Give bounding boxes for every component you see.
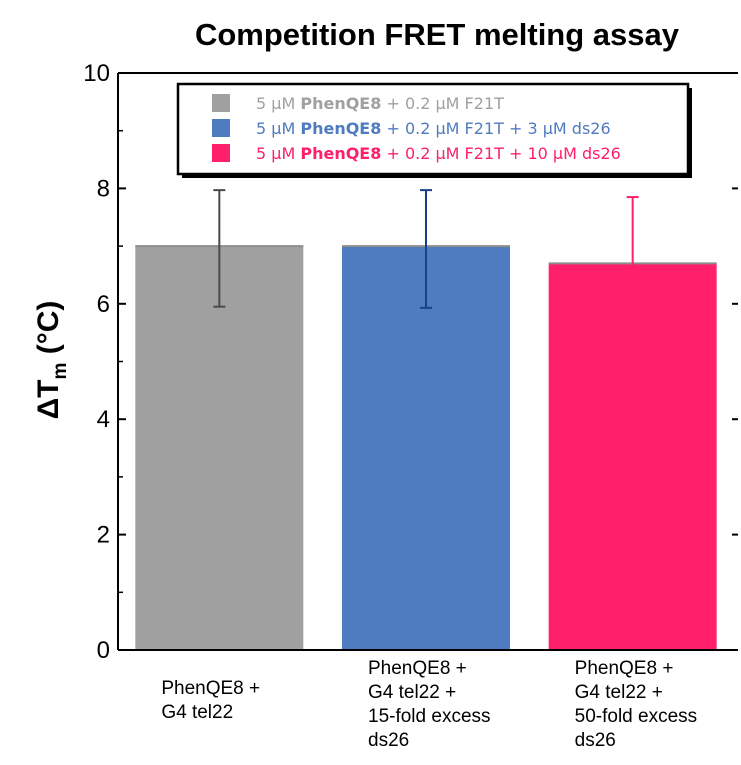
y-tick-label: 4	[97, 406, 110, 433]
legend: 5 μM PhenQE8 + 0.2 μM F21T 5 μM PhenQE8 +…	[176, 82, 692, 178]
bar	[135, 246, 304, 650]
legend-entry: 5 μM PhenQE8 + 0.2 μM F21T + 10 μM ds26	[256, 144, 621, 163]
legend-swatch	[212, 94, 230, 112]
x-tick-label: PhenQE8 + G4 tel22 +15-fold excess ds26	[368, 658, 491, 751]
y-tick-label: 2	[97, 522, 110, 549]
legend-swatch	[212, 119, 230, 137]
y-tick-label: 0	[97, 637, 110, 664]
y-tick-label: 10	[83, 60, 110, 87]
y-axis-label-subscript: m	[50, 363, 71, 380]
legend-entry: 5 μM PhenQE8 + 0.2 μM F21T + 3 μM ds26	[256, 119, 611, 138]
legend-swatch	[212, 144, 230, 162]
legend-entry: 5 μM PhenQE8 + 0.2 μM F21T	[256, 94, 504, 113]
y-tick-label: 8	[97, 175, 110, 202]
x-tick-label: PhenQE8 + G4 tel22	[161, 678, 260, 723]
chart-title: Competition FRET melting assay	[195, 17, 680, 52]
plot-area: 0 2 4 6 8 10 PhenQE8 + G4 tel22 PhenQE8 + G4 tel2…	[83, 60, 738, 751]
legend-box	[176, 82, 690, 176]
y-axis-label-unit: (°C)	[32, 301, 65, 355]
y-axis-label-symbol: ΔT	[32, 380, 65, 420]
y-axis-label: ΔTm (°C)	[32, 301, 71, 420]
y-tick-label: 6	[97, 291, 110, 318]
x-tick-label: PhenQE8 + G4 tel22 +50-fold excess ds26	[575, 658, 698, 751]
bar	[342, 246, 510, 650]
